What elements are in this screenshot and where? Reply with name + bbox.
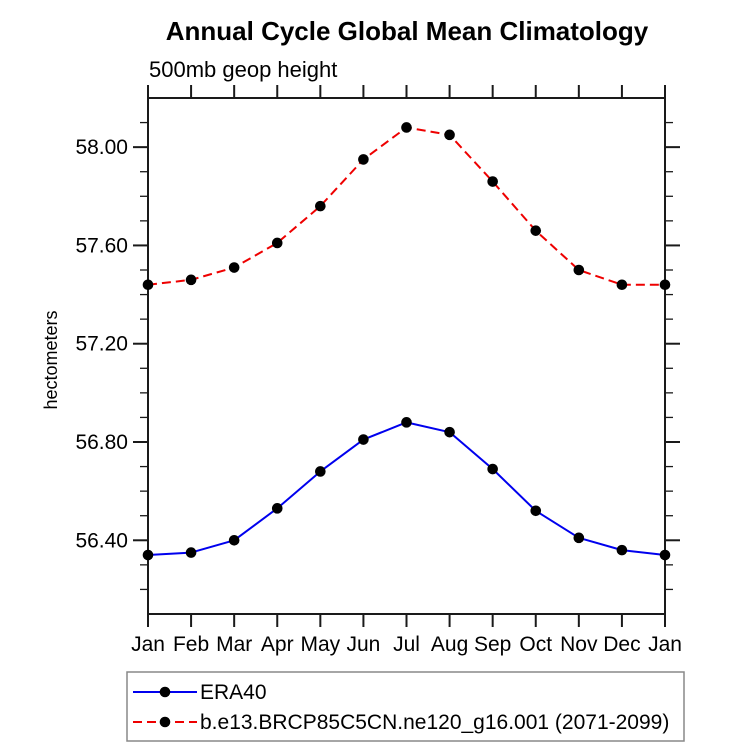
series-line-1 [147, 126, 665, 286]
x-tick-label: May [300, 633, 340, 656]
data-point-marker [487, 176, 498, 187]
data-point-marker [444, 129, 455, 141]
x-tick-label: Jul [393, 633, 420, 656]
data-point-marker [401, 122, 412, 133]
data-point-marker [401, 417, 412, 428]
x-tick-label: Jan [131, 633, 165, 656]
data-point-marker [573, 532, 585, 544]
data-point-marker [659, 549, 671, 561]
data-point-marker [142, 279, 154, 291]
y-tick-label: 56.40 [75, 529, 128, 552]
data-point-marker [616, 279, 628, 291]
series-line-0 [147, 421, 666, 557]
data-point-marker [530, 505, 542, 517]
data-point-marker [616, 544, 628, 556]
data-point-marker [358, 434, 369, 445]
data-point-marker [487, 463, 498, 475]
x-tick-label: Dec [603, 633, 640, 656]
legend-box [126, 671, 685, 742]
data-point-marker [142, 549, 154, 561]
plot-area: 56.40 56.80 57.20 57.60 58.00 Jan Feb Mar Apr May… [75, 85, 682, 656]
x-tick-label: Oct [519, 633, 552, 656]
legend-item-era40: ERA40 [133, 681, 267, 704]
legend-marker-icon [159, 716, 171, 728]
legend-item-model: b.e13.BRCP85C5CN.ne120_g16.001 (2071-209… [133, 711, 669, 734]
x-tick-label: Aug [431, 633, 468, 656]
x-tick-label: Sep [474, 633, 511, 656]
y-tick-label: 57.20 [75, 333, 128, 356]
data-point-marker [228, 534, 240, 546]
data-point-marker [530, 225, 542, 236]
x-tick-label: Apr [261, 633, 294, 656]
y-tick-label: 57.60 [75, 234, 128, 257]
data-point-marker [271, 237, 283, 249]
x-tick-label: Jan [648, 633, 682, 656]
chart-subtitle: 500mb geop height [149, 57, 337, 82]
x-tick-label: Nov [560, 633, 598, 656]
data-point-marker [444, 426, 455, 438]
y-tick-label: 58.00 [75, 136, 128, 159]
y-axis-label: hectometers [41, 310, 61, 409]
data-point-marker [271, 503, 283, 514]
data-point-marker [659, 279, 671, 291]
legend: ERA40 b.e13.BRCP85C5CN.ne120_g16.001 (20… [126, 671, 685, 742]
chart-title: Annual Cycle Global Mean Climatology [166, 16, 649, 46]
data-point-marker [573, 264, 585, 276]
x-tick-label: Feb [173, 633, 209, 656]
data-point-marker [185, 547, 197, 558]
data-point-marker [185, 274, 197, 286]
data-point-marker [315, 200, 326, 212]
data-point-marker [228, 262, 240, 273]
legend-marker-icon [159, 686, 171, 698]
x-tick-label: Mar [216, 633, 252, 656]
plot-frame [147, 97, 666, 615]
legend-label-model: b.e13.BRCP85C5CN.ne120_g16.001 (2071-209… [200, 711, 669, 734]
data-point-marker [315, 466, 326, 477]
x-tick-label: Jun [346, 633, 380, 656]
legend-label-era40: ERA40 [200, 681, 267, 704]
data-point-marker [358, 154, 369, 165]
y-tick-label: 56.80 [75, 431, 128, 454]
